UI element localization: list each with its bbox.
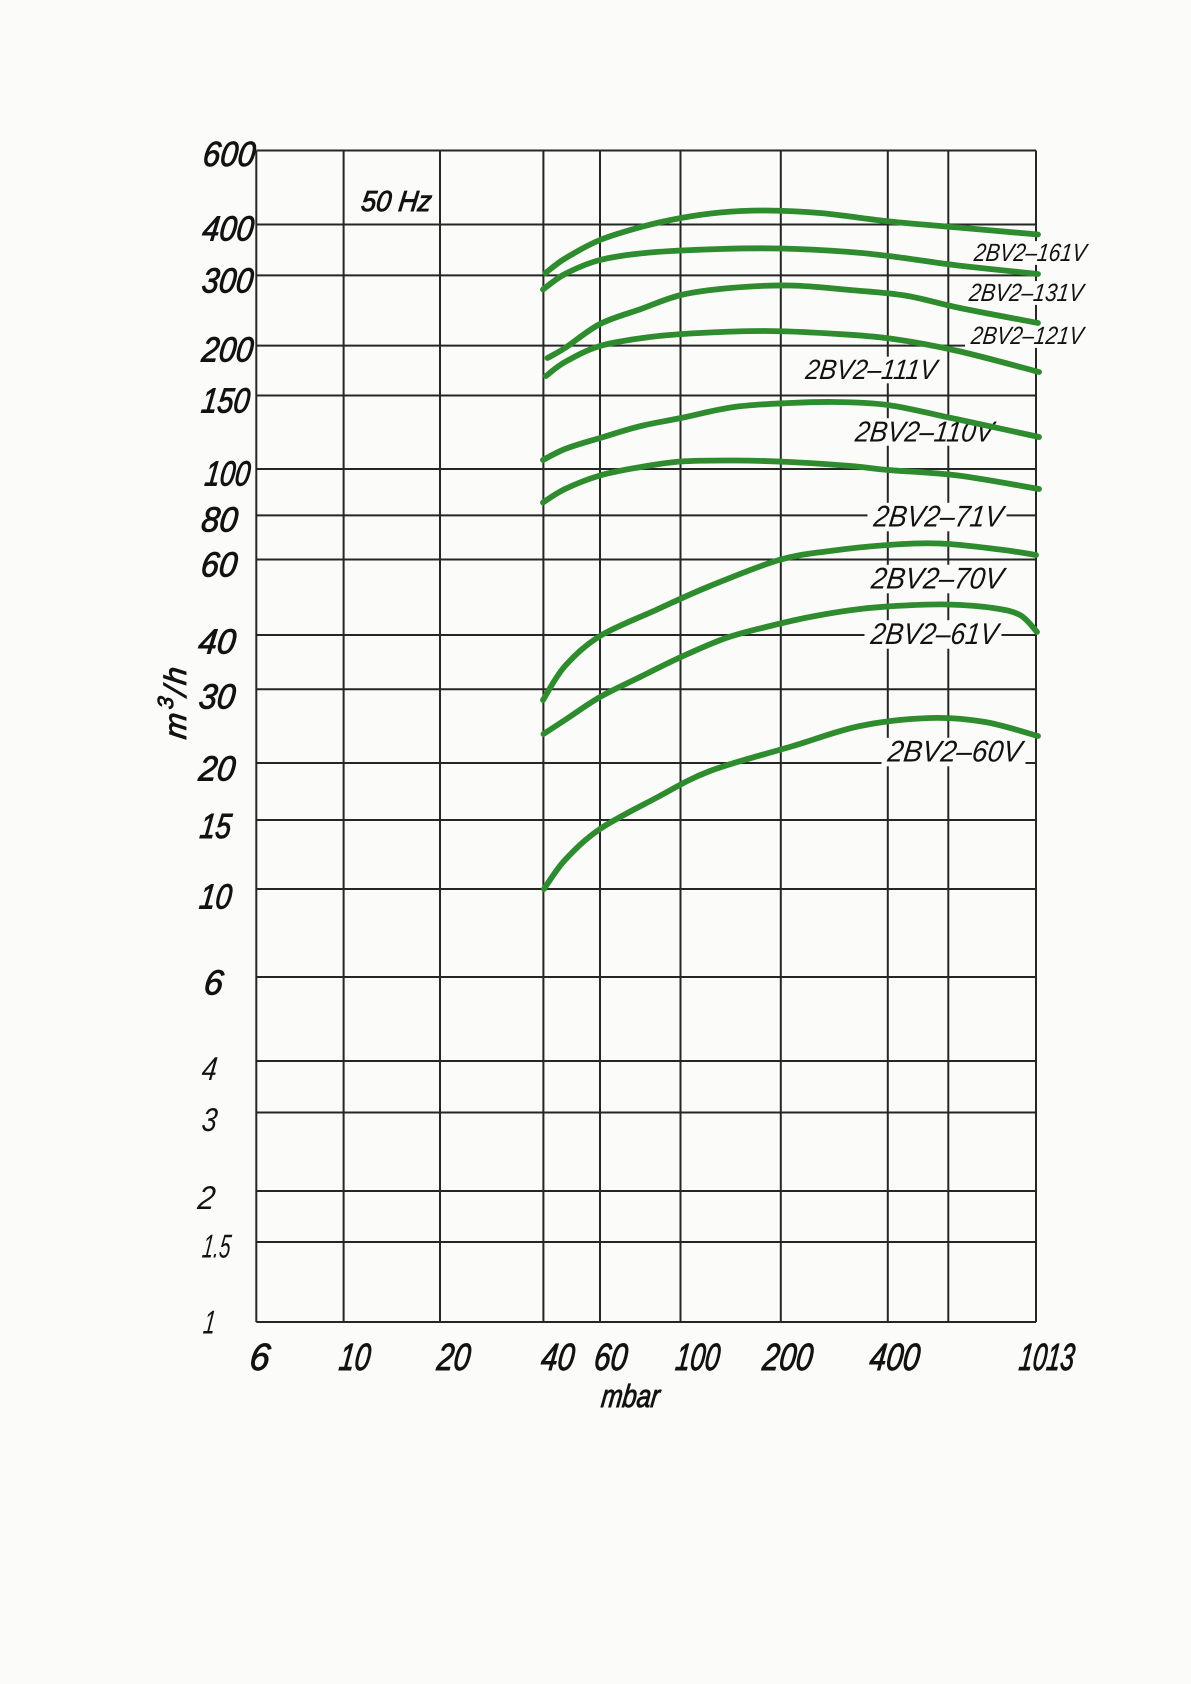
svg-text:20: 20: [196, 750, 238, 789]
svg-text:2: 2: [195, 1180, 217, 1217]
svg-text:300: 300: [200, 262, 256, 301]
svg-text:1.5: 1.5: [200, 1229, 233, 1266]
svg-text:2BV2–111V: 2BV2–111V: [803, 354, 941, 385]
svg-text:2BV2–61V: 2BV2–61V: [868, 618, 1002, 651]
svg-text:10: 10: [337, 1336, 373, 1379]
svg-text:30: 30: [197, 678, 238, 717]
svg-text:1: 1: [201, 1305, 218, 1342]
svg-text:3: 3: [200, 1102, 220, 1139]
svg-text:15: 15: [198, 807, 234, 846]
svg-text:2BV2–131V: 2BV2–131V: [967, 279, 1087, 307]
svg-text:6: 6: [202, 964, 226, 1003]
svg-text:150: 150: [199, 382, 252, 421]
svg-text:60: 60: [592, 1336, 630, 1379]
svg-text:2BV2–161V: 2BV2–161V: [972, 239, 1090, 267]
svg-text:mbar: mbar: [599, 1378, 662, 1414]
svg-text:60: 60: [199, 546, 240, 585]
svg-text:100: 100: [203, 455, 253, 494]
svg-text:2BV2–71V: 2BV2–71V: [871, 501, 1008, 534]
svg-text:600: 600: [201, 135, 258, 174]
svg-text:10: 10: [197, 878, 234, 917]
svg-text:200: 200: [760, 1336, 816, 1379]
svg-text:80: 80: [199, 501, 240, 540]
svg-text:100: 100: [673, 1336, 722, 1379]
svg-text:2BV2–70V: 2BV2–70V: [869, 563, 1009, 596]
svg-text:200: 200: [199, 331, 256, 370]
svg-text:2BV2–60V: 2BV2–60V: [885, 736, 1027, 769]
svg-text:20: 20: [434, 1336, 473, 1379]
svg-text:6: 6: [247, 1336, 273, 1379]
svg-text:4: 4: [200, 1051, 220, 1088]
svg-text:2BV2–121V: 2BV2–121V: [969, 322, 1087, 350]
svg-text:40: 40: [196, 623, 238, 662]
svg-text:40: 40: [539, 1336, 577, 1379]
svg-text:50 Hz: 50 Hz: [360, 186, 434, 218]
svg-text:1013: 1013: [1017, 1336, 1077, 1379]
svg-text:400: 400: [867, 1336, 922, 1379]
svg-text:400: 400: [200, 210, 256, 249]
